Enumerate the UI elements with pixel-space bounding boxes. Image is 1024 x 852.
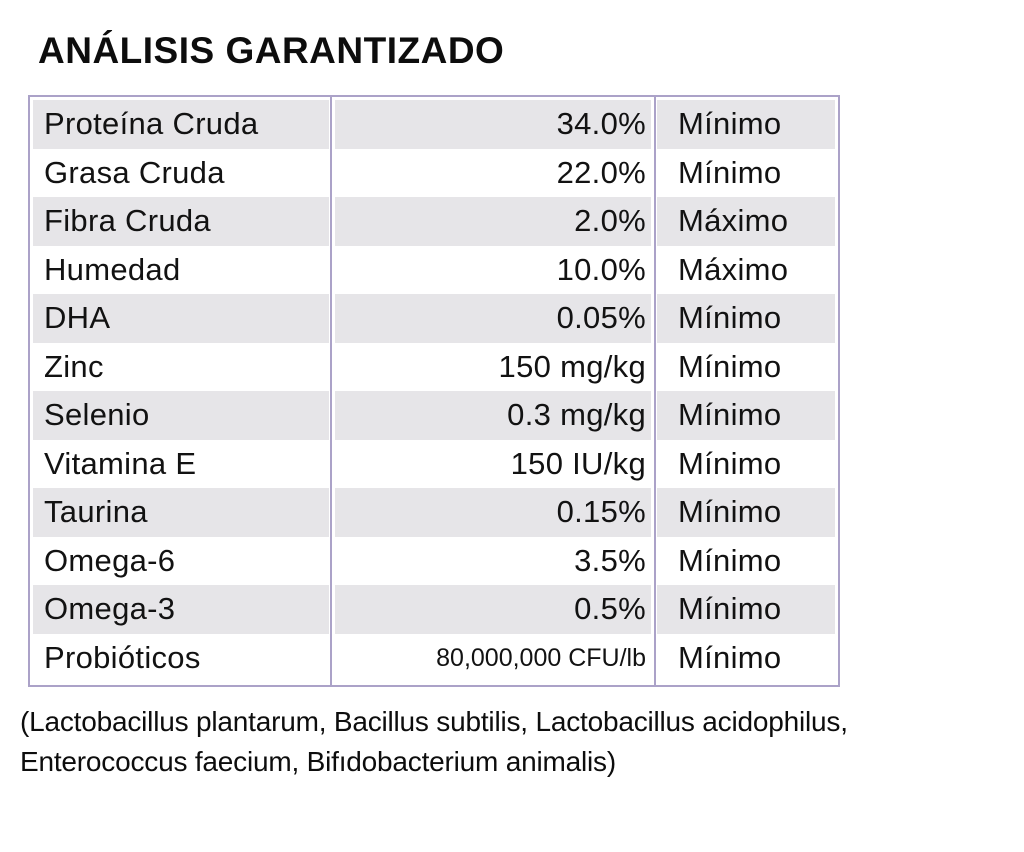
nutrient-value: 3.5% [574, 542, 646, 578]
nutrient-qualifier: Mínimo [678, 154, 782, 190]
strains-note-line: (Lactobacillus plantarum, Bacillus subti… [20, 706, 848, 737]
nutrient-name: Selenio [30, 391, 332, 440]
nutrient-qualifier: Mínimo [654, 391, 838, 440]
strains-note-line: Enterococcus faecium, Bifıdobacterium an… [20, 746, 616, 777]
nutrient-qualifier: Mínimo [654, 294, 838, 343]
nutrient-name: Taurina [30, 488, 332, 537]
nutrient-value: 22.0% [556, 154, 646, 190]
nutrient-qualifier: Mínimo [654, 100, 838, 149]
table-row: Omega-3 0.5% Mínimo [30, 585, 838, 634]
nutrient-name: Omega-3 [30, 585, 332, 634]
nutrient-qualifier: Máximo [678, 251, 789, 287]
nutrient-name: Omega-6 [44, 542, 176, 578]
table-row: Humedad 10.0% Máximo [30, 246, 838, 295]
nutrient-qualifier: Mínimo [654, 488, 838, 537]
nutrient-value: 150 mg/kg [498, 348, 646, 384]
table-row: Selenio 0.3 mg/kg Mínimo [30, 391, 838, 440]
page-title: ANÁLISIS GARANTIZADO [38, 30, 505, 71]
nutrient-value: 0.15% [332, 488, 654, 537]
nutrient-value: 2.0% [332, 197, 654, 246]
nutrient-value: 80,000,000 CFU/lb [436, 643, 646, 672]
nutrient-qualifier: Mínimo [678, 445, 782, 481]
nutrient-name: Grasa Cruda [44, 154, 225, 190]
nutrient-value: 0.05% [332, 294, 654, 343]
nutrient-qualifier: Mínimo [678, 639, 782, 675]
probiotic-strains-note: (Lactobacillus plantarum, Bacillus subti… [20, 702, 848, 782]
nutrient-name: DHA [30, 294, 332, 343]
table-row: Grasa Cruda 22.0% Mínimo [30, 149, 838, 198]
nutrient-name: Vitamina E [44, 445, 197, 481]
column-divider [654, 97, 656, 685]
table-row: Vitamina E 150 IU/kg Mínimo [30, 440, 838, 489]
nutrient-value: 0.5% [332, 585, 654, 634]
nutrient-qualifier: Máximo [654, 197, 838, 246]
table-row: Zinc 150 mg/kg Mínimo [30, 343, 838, 392]
nutrient-name: Probióticos [44, 639, 201, 675]
table-row: Fibra Cruda 2.0% Máximo [30, 197, 838, 246]
nutrient-value: 150 IU/kg [510, 445, 646, 481]
nutrient-qualifier: Mínimo [678, 348, 782, 384]
nutrient-value: 0.3 mg/kg [332, 391, 654, 440]
nutrient-name: Fibra Cruda [30, 197, 332, 246]
nutrient-value: 34.0% [332, 100, 654, 149]
nutrient-qualifier: Mínimo [678, 542, 782, 578]
table-row: DHA 0.05% Mínimo [30, 294, 838, 343]
table-row: Probióticos 80,000,000 CFU/lb Mínimo [30, 634, 838, 683]
nutrient-name: Proteína Cruda [30, 100, 332, 149]
table-row: Omega-6 3.5% Mínimo [30, 537, 838, 586]
table-row: Taurina 0.15% Mínimo [30, 488, 838, 537]
nutrient-name: Zinc [44, 348, 104, 384]
nutrient-name: Humedad [44, 251, 181, 287]
column-divider [330, 97, 332, 685]
table-row: Proteína Cruda 34.0% Mínimo [30, 100, 838, 149]
analysis-table: Proteína Cruda 34.0% Mínimo Grasa Cruda … [28, 95, 840, 687]
nutrient-value: 10.0% [556, 251, 646, 287]
nutrient-qualifier: Mínimo [654, 585, 838, 634]
